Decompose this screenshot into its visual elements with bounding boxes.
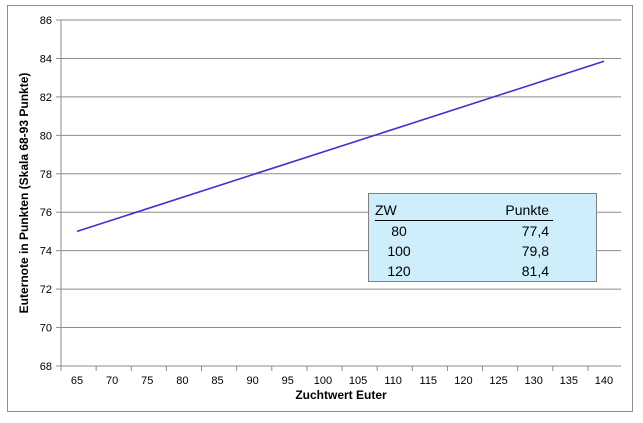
header-punkte: Punkte: [423, 200, 553, 221]
table-row: 80 77,4: [375, 221, 553, 242]
x-tick-label: 85: [211, 375, 223, 387]
cell-zw: 120: [387, 263, 411, 279]
x-tick-label: 140: [595, 375, 613, 387]
x-tick-label: 75: [141, 375, 153, 387]
x-tick-label: 90: [247, 375, 259, 387]
cell-punkte: 79,8: [521, 243, 549, 259]
y-tick-labels: 68 70 72 74 76 78 80 82 84 86: [40, 15, 52, 373]
x-tick-label: 95: [282, 375, 294, 387]
table-row: 100 79,8: [375, 241, 553, 261]
y-tick-label: 80: [40, 130, 52, 142]
y-tick-label: 74: [40, 246, 52, 258]
info-table-box: ZW Punkte 80 77,4 100 79,8 120 81,4: [368, 193, 597, 282]
y-tick-label: 86: [40, 15, 52, 27]
x-tick-label: 105: [349, 375, 367, 387]
x-tick-label: 120: [454, 375, 472, 387]
y-axis-title: Euternote in Punkten (Skala 68-93 Punkte…: [17, 73, 31, 314]
info-table: ZW Punkte 80 77,4 100 79,8 120 81,4: [375, 200, 553, 281]
x-tick-label: 110: [384, 375, 402, 387]
y-tick-label: 72: [40, 284, 52, 296]
gridlines: [61, 19, 621, 329]
x-tick-label: 130: [525, 375, 543, 387]
x-tick-label: 135: [560, 375, 578, 387]
y-tick-label: 78: [40, 169, 52, 181]
x-tick-label: 80: [176, 375, 188, 387]
y-tick-label: 70: [40, 323, 52, 335]
y-tick-label: 82: [40, 92, 52, 104]
x-tick-label: 125: [489, 375, 507, 387]
series-layer: [76, 60, 605, 233]
x-tick-labels: 65 70 75 80 85 90 95 100 105 110 115 120 125 130 135 14…: [71, 375, 613, 387]
x-tick-label: 70: [106, 375, 118, 387]
cell-zw: 100: [387, 243, 411, 259]
axes: [56, 19, 621, 371]
y-tick-label: 68: [40, 361, 52, 373]
x-tick-label: 65: [71, 375, 83, 387]
x-axis-title: Zuchtwert Euter: [295, 388, 387, 402]
x-tick-label: 100: [314, 375, 332, 387]
series-line: [76, 60, 605, 233]
info-table-header-row: ZW Punkte: [375, 200, 553, 221]
y-tick-label: 84: [40, 53, 52, 65]
cell-zw: 80: [391, 223, 407, 239]
cell-punkte: 77,4: [521, 223, 549, 239]
x-tick-label: 115: [420, 375, 438, 387]
header-zw: ZW: [375, 200, 423, 221]
y-tick-label: 76: [40, 207, 52, 219]
cell-punkte: 81,4: [521, 263, 549, 279]
table-row: 120 81,4: [375, 261, 553, 281]
